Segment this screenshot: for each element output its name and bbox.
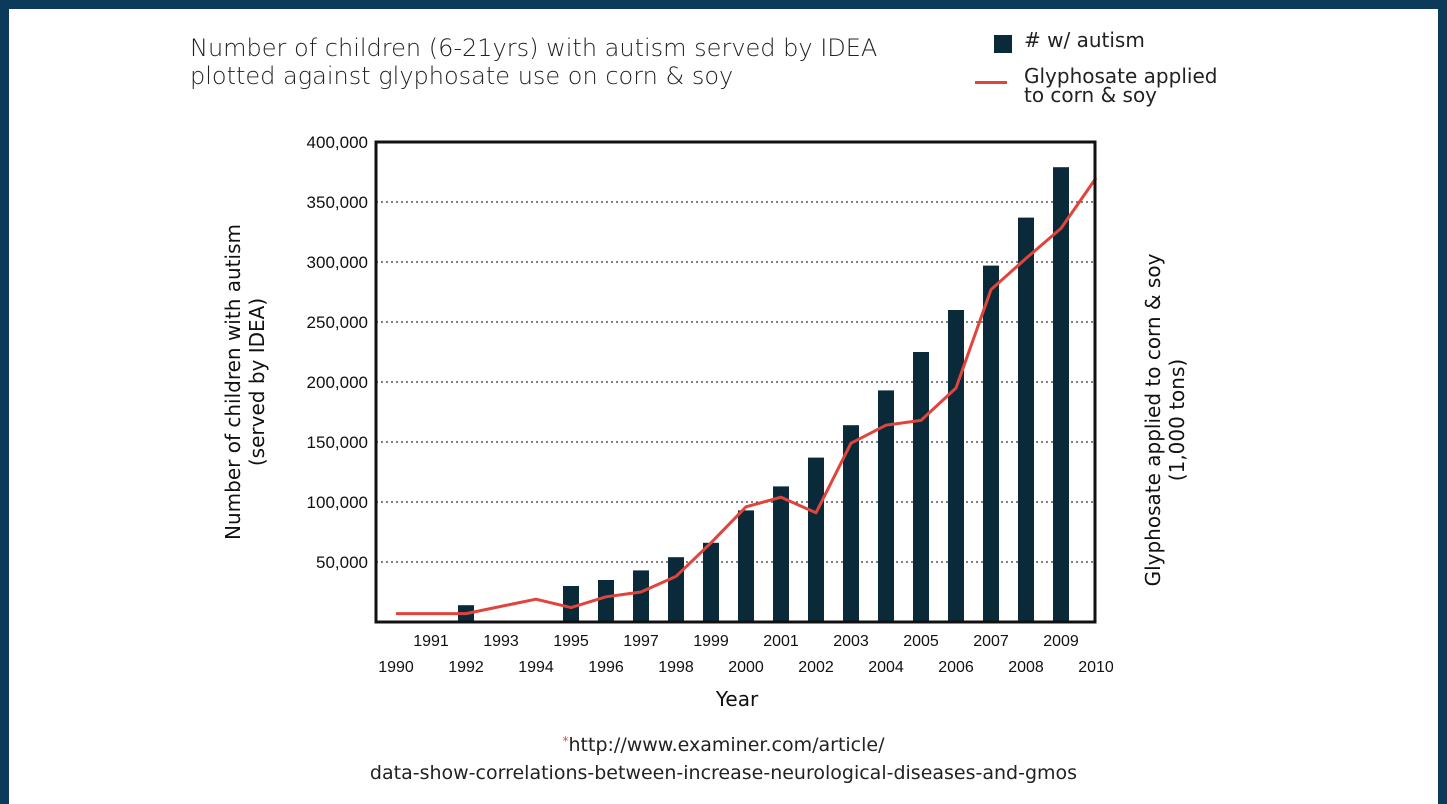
x-tick-label-top-1999: 1999	[693, 633, 729, 650]
x-tick-label-top-2001: 2001	[763, 633, 799, 650]
x-tick-label-top-1991: 1991	[413, 633, 449, 650]
x-tick-label-top-1997: 1997	[623, 633, 659, 650]
x-tick-label-top-2007: 2007	[973, 633, 1009, 650]
bar-2005	[913, 352, 929, 622]
x-tick-label-bottom-2002: 2002	[798, 659, 834, 676]
plot-area	[374, 140, 1097, 624]
x-axis-label: Year	[715, 687, 759, 711]
source-line-1: *http://www.examiner.com/article/	[0, 734, 1447, 756]
x-axis-ticks: 1991 1993 1995 1997 1999 2001 2003 2005 2007 2009…	[378, 633, 1114, 676]
x-tick-label-top-1995: 1995	[553, 633, 589, 650]
y-tick-label-1: 100,000	[307, 493, 368, 512]
source-url-2: data-show-correlations-between-increase-…	[369, 762, 1078, 784]
bar-1999	[703, 542, 719, 622]
x-tick-label-bottom-1994: 1994	[518, 659, 554, 676]
bar-1996	[598, 580, 614, 622]
x-tick-label-bottom-2006: 2006	[938, 659, 974, 676]
y-tick-label-0: 50,000	[316, 553, 368, 572]
x-tick-label-bottom-1998: 1998	[658, 659, 694, 676]
legend-bar-swatch	[994, 35, 1012, 53]
y2-axis-label-1: Glyphosate applied to corn & soy	[1141, 253, 1165, 586]
title-line-2: plotted against glyphosate use on corn &…	[190, 62, 734, 90]
x-tick-label-bottom-2010: 2010	[1078, 659, 1114, 676]
legend-line-label-2: to corn & soy	[1024, 83, 1158, 107]
x-tick-label-top-1993: 1993	[483, 633, 519, 650]
source-url-1: http://www.examiner.com/article/	[568, 734, 885, 756]
y-tick-label-7: 400,000	[307, 133, 368, 152]
x-tick-label-bottom-1990: 1990	[378, 659, 414, 676]
y-tick-label-5: 300,000	[307, 253, 368, 272]
y-axis-label-2: (served by IDEA)	[245, 298, 269, 466]
x-tick-label-top-2003: 2003	[833, 633, 869, 650]
x-tick-label-bottom-1992: 1992	[448, 659, 484, 676]
bar-2009	[1053, 167, 1069, 622]
y-tick-label-4: 250,000	[307, 313, 368, 332]
x-tick-label-bottom-2008: 2008	[1008, 659, 1044, 676]
bar-2007	[983, 265, 999, 622]
source-marker: *	[562, 734, 569, 748]
legend-line-label: Glyphosate applied to corn & soy	[1024, 64, 1218, 107]
y-axis-label: Number of children with autism (served b…	[221, 224, 269, 540]
bar-2000	[738, 510, 754, 622]
bar-2008	[1018, 217, 1034, 622]
y-tick-label-6: 350,000	[307, 193, 368, 212]
y-axis-ticks: 50,000 100,000 150,000 200,000 250,000 300,00…	[307, 133, 368, 572]
y2-axis-label: Glyphosate applied to corn & soy (1,000 …	[1141, 253, 1189, 586]
legend-line-label-1: Glyphosate applied	[1024, 64, 1218, 88]
bar-1997	[633, 570, 649, 622]
bar-series	[458, 167, 1069, 622]
x-tick-label-top-2005: 2005	[903, 633, 939, 650]
legend-bars-label: # w/ autism	[1024, 28, 1145, 52]
bar-2006	[948, 310, 964, 622]
bar-2004	[878, 390, 894, 622]
y2-axis-label-2: (1,000 tons)	[1165, 359, 1189, 481]
bar-2002	[808, 457, 824, 622]
bar-2003	[843, 425, 859, 622]
glyphosate-line	[396, 177, 1098, 616]
legend-line-swatch	[975, 81, 1007, 84]
y-tick-label-2: 150,000	[307, 433, 368, 452]
y-axis-label-1: Number of children with autism	[221, 224, 245, 540]
bar-1998	[668, 557, 684, 622]
bar-1995	[563, 586, 579, 622]
y-tick-label-3: 200,000	[307, 373, 368, 392]
title-line-1: Number of children (6-21yrs) with autism…	[190, 34, 878, 62]
chart-title: Number of children (6-21yrs) with autism…	[190, 34, 877, 90]
x-tick-label-bottom-2004: 2004	[868, 659, 904, 676]
x-tick-label-bottom-1996: 1996	[588, 659, 624, 676]
bar-2001	[773, 486, 789, 622]
x-tick-label-bottom-2000: 2000	[728, 659, 764, 676]
x-tick-label-top-2009: 2009	[1043, 633, 1079, 650]
